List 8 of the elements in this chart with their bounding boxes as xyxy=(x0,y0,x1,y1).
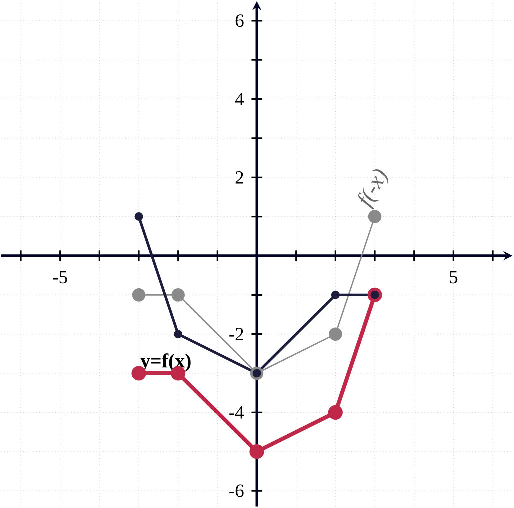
y-tick-label: -4 xyxy=(230,406,244,419)
y-tick-label: -2 xyxy=(230,328,244,340)
x-tick-label: 5 xyxy=(450,271,458,284)
x-tick-label: -5 xyxy=(53,271,68,284)
y-tick-label: 6 xyxy=(236,14,244,28)
y-tick-label: 2 xyxy=(236,171,244,184)
y-tick-label: -6 xyxy=(230,484,244,498)
y-tick-label: 4 xyxy=(235,93,244,106)
